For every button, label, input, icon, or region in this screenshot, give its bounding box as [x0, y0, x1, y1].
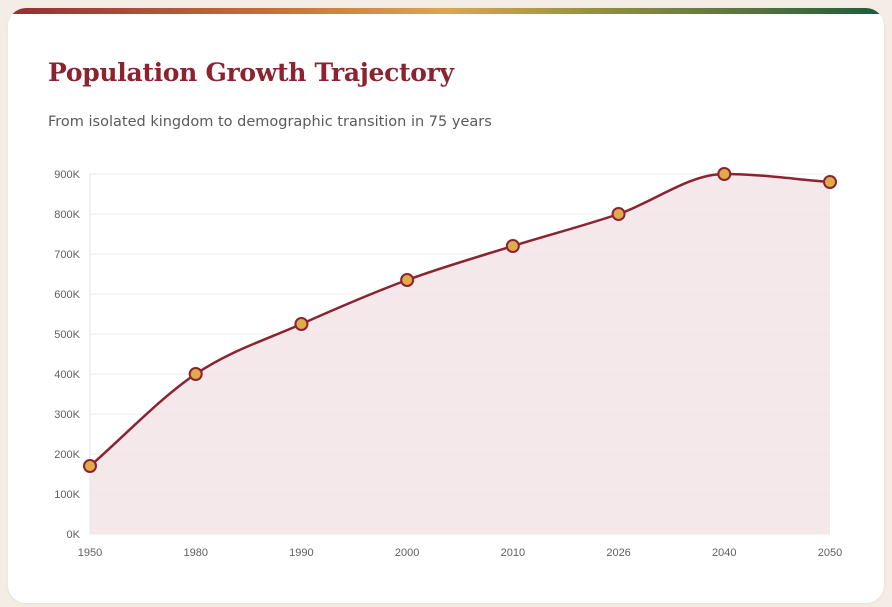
- y-tick-label: 400K: [54, 369, 80, 381]
- population-area: [90, 174, 830, 534]
- data-point-2026: [611, 207, 626, 221]
- x-tick-label: 1980: [183, 547, 207, 559]
- data-point-2010: [505, 239, 520, 253]
- y-tick-label: 800K: [54, 209, 80, 221]
- chart-title: Population Growth Trajectory: [48, 58, 454, 87]
- x-tick-label: 2010: [501, 547, 525, 559]
- data-point-1950: [83, 459, 97, 473]
- x-axis: 1950 1980 1990 2000 2010 2026 2040 2050: [78, 547, 842, 559]
- x-tick-label: 2050: [818, 547, 842, 559]
- data-point-markers: [83, 167, 837, 473]
- data-point-2050: [823, 175, 837, 189]
- data-point-1980: [188, 367, 203, 381]
- x-tick-label: 2000: [395, 547, 419, 559]
- y-tick-label: 900K: [54, 169, 80, 181]
- y-axis: 0K 100K 200K 300K 400K 500K 600K 700K 800K 900K: [54, 169, 80, 541]
- data-point-2040: [717, 167, 732, 181]
- x-tick-label: 1950: [78, 547, 102, 559]
- accent-gradient-bar: [8, 8, 884, 14]
- x-tick-label: 1990: [289, 547, 313, 559]
- y-tick-label: 300K: [54, 409, 80, 421]
- y-tick-label: 700K: [54, 249, 80, 261]
- chart-subtitle: From isolated kingdom to demographic tra…: [48, 114, 492, 130]
- y-tick-label: 600K: [54, 289, 80, 301]
- data-point-2000: [400, 273, 415, 287]
- y-tick-label: 100K: [54, 489, 80, 501]
- x-tick-label: 2040: [712, 547, 736, 559]
- x-tick-label: 2026: [606, 547, 630, 559]
- y-tick-label: 500K: [54, 329, 80, 341]
- y-tick-label: 0K: [67, 529, 81, 541]
- y-tick-label: 200K: [54, 449, 80, 461]
- data-point-1990: [294, 317, 309, 331]
